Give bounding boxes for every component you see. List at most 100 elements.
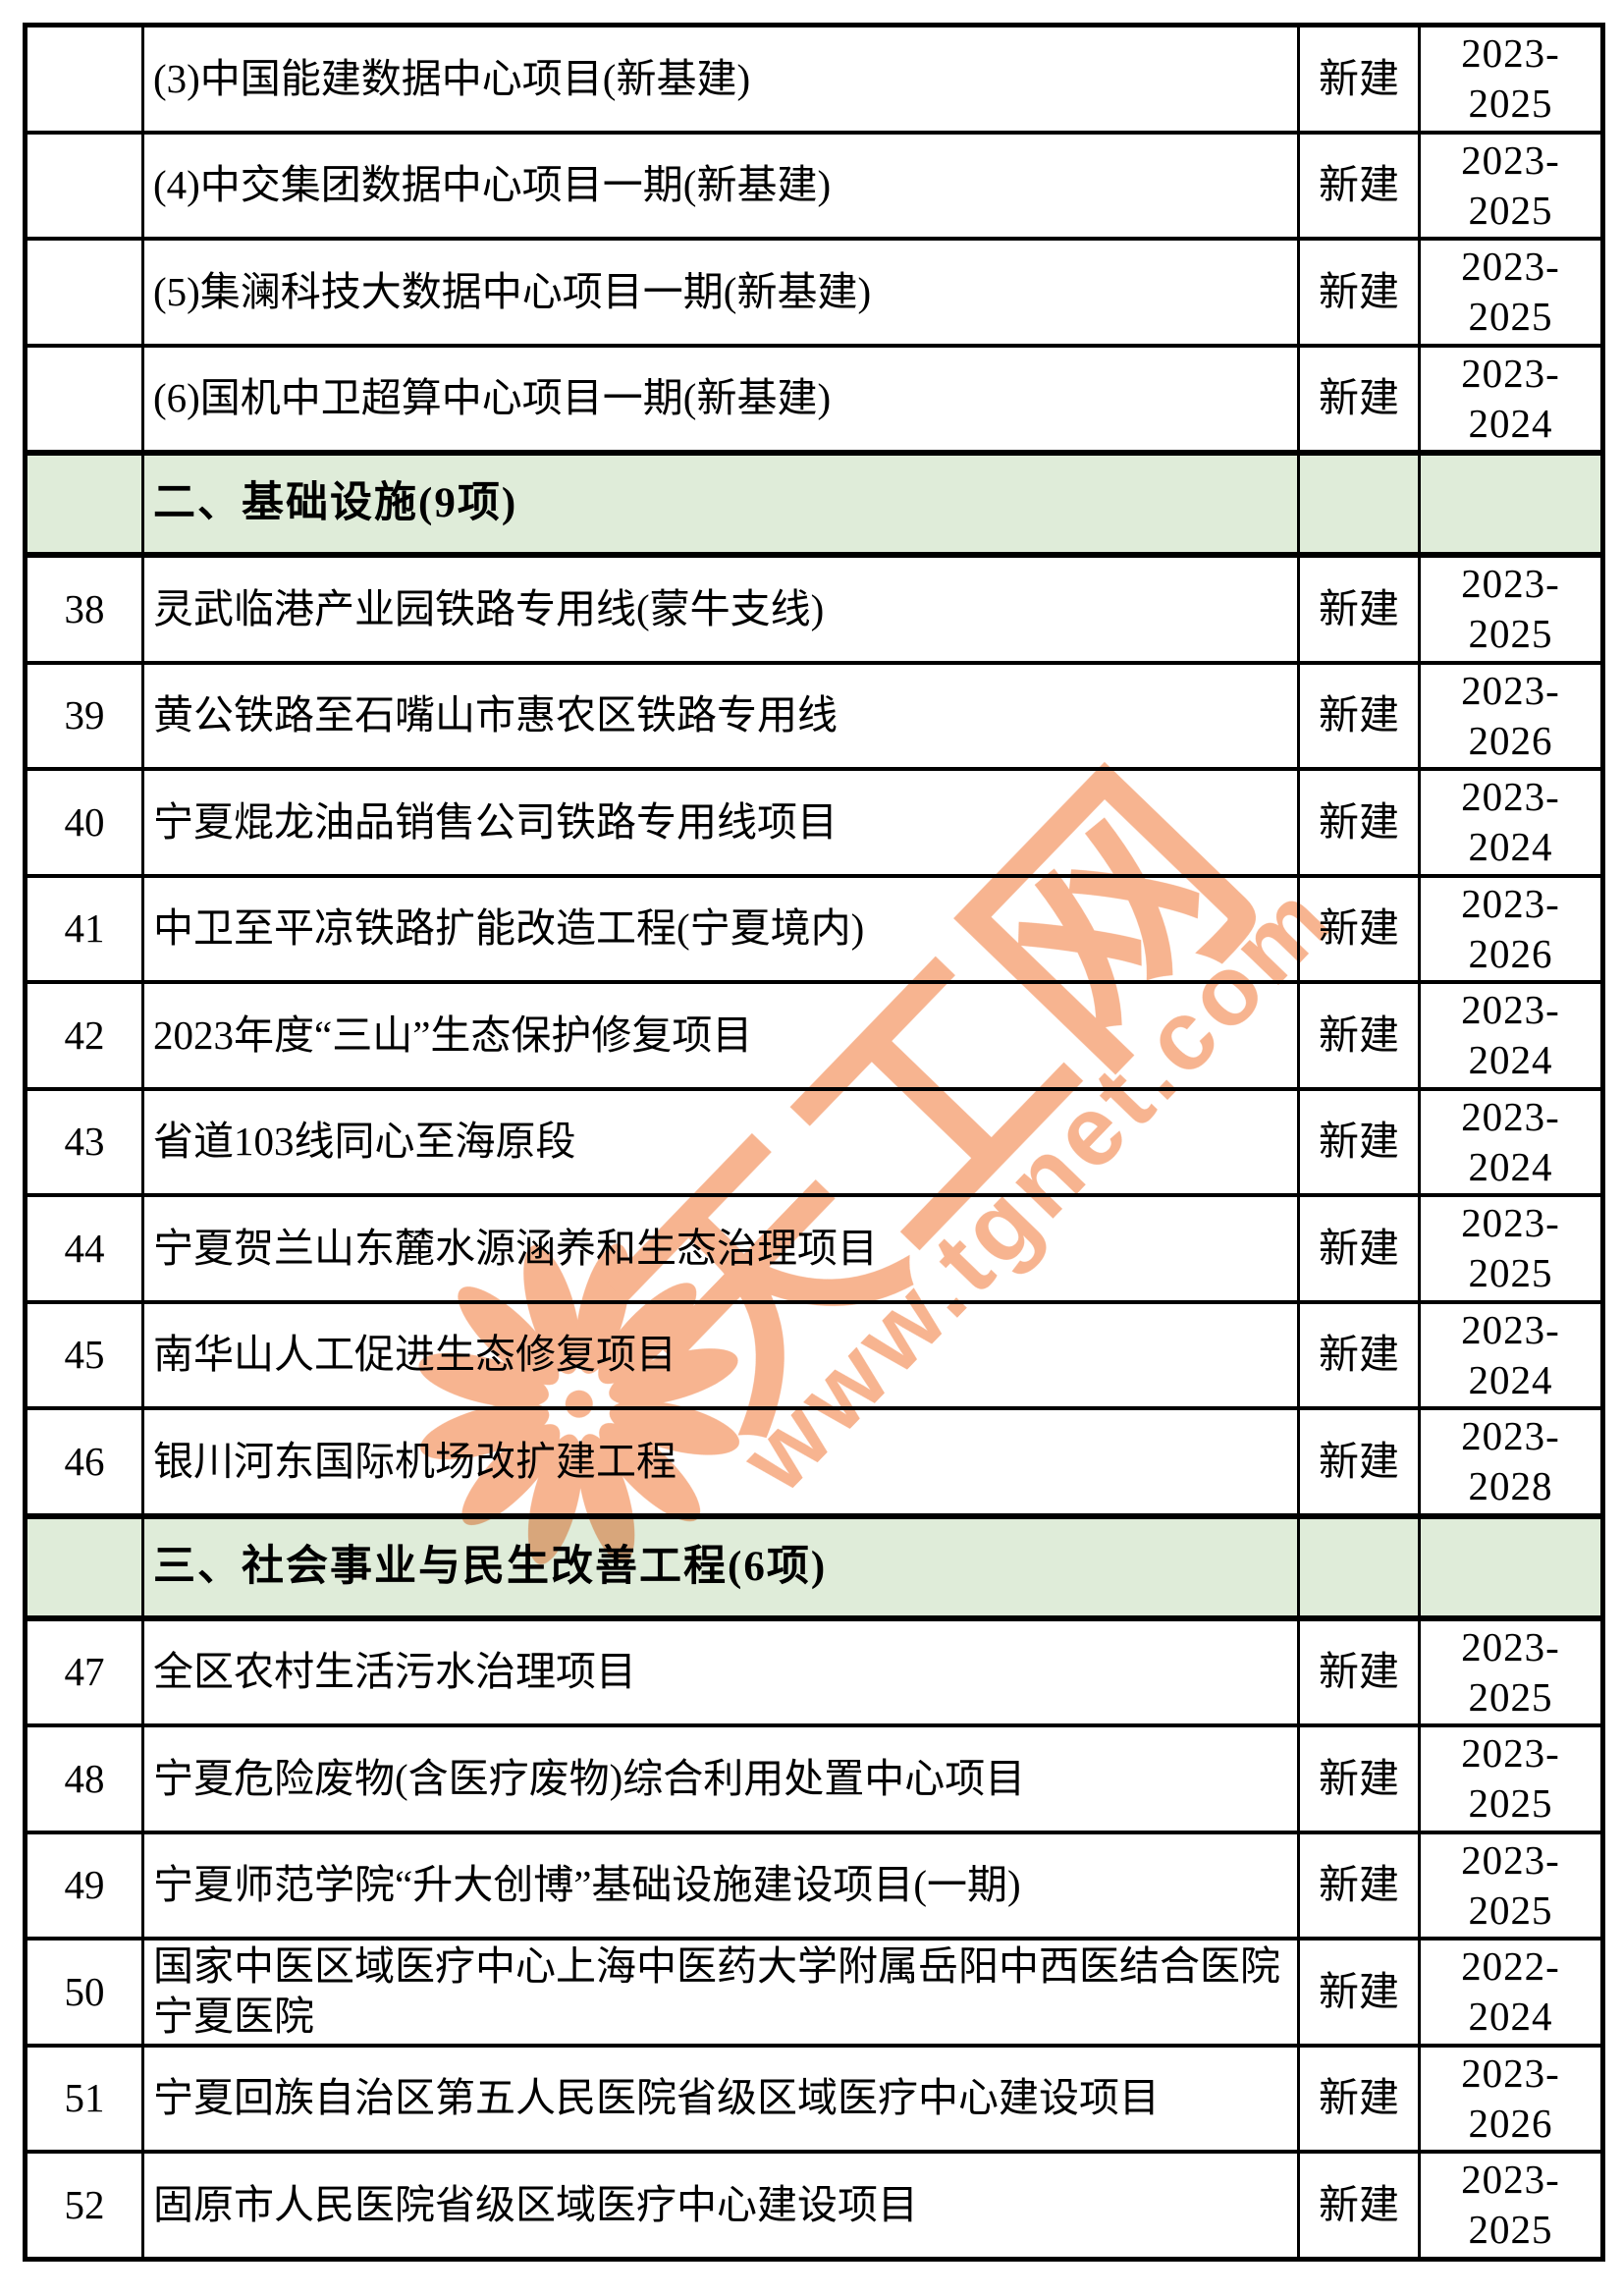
table-row: (5)集澜科技大数据中心项目一期(新基建) 新建 2023-2025 bbox=[24, 237, 1604, 348]
years-cell: 2023-2026 bbox=[1418, 873, 1604, 984]
table-row: 49 宁夏师范学院“升大创博”基础设施建设项目(一期) 新建 2023-2025 bbox=[24, 1830, 1604, 1941]
table-row: (4)中交集团数据中心项目一期(新基建) 新建 2023-2025 bbox=[24, 130, 1604, 241]
build-status-cell: 新建 bbox=[1297, 767, 1421, 878]
row-number-cell bbox=[24, 130, 144, 241]
row-number-cell: 45 bbox=[24, 1299, 144, 1410]
build-status-cell: 新建 bbox=[1297, 237, 1421, 348]
table-row: 41 中卫至平凉铁路扩能改造工程(宁夏境内) 新建 2023-2026 bbox=[24, 873, 1604, 984]
table-row: 40 宁夏焜龙油品销售公司铁路专用线项目 新建 2023-2024 bbox=[24, 767, 1604, 878]
project-name-cell: 全区农村生活污水治理项目 bbox=[141, 1615, 1300, 1727]
table-row: 48 宁夏危险废物(含医疗废物)综合利用处置中心项目 新建 2023-2025 bbox=[24, 1723, 1604, 1834]
project-name-cell: 2023年度“三山”生态保护修复项目 bbox=[141, 980, 1300, 1091]
row-number-cell bbox=[24, 450, 144, 558]
table-row: 38 灵武临港产业园铁路专用线(蒙牛支线) 新建 2023-2025 bbox=[24, 553, 1604, 665]
project-name-cell: (3)中国能建数据中心项目(新基建) bbox=[141, 23, 1300, 135]
project-name-cell: 宁夏焜龙油品销售公司铁路专用线项目 bbox=[141, 767, 1300, 878]
row-number-cell: 39 bbox=[24, 660, 144, 771]
row-number-cell: 42 bbox=[24, 980, 144, 1091]
row-number-cell bbox=[24, 343, 144, 455]
build-status-cell: 新建 bbox=[1297, 2150, 1421, 2261]
build-status-cell: 新建 bbox=[1297, 980, 1421, 1091]
build-status-cell: 新建 bbox=[1297, 660, 1421, 771]
build-status-cell: 新建 bbox=[1297, 1406, 1421, 1518]
build-status-cell: 新建 bbox=[1297, 553, 1421, 665]
section-header-row: 二、基础设施(9项) bbox=[24, 450, 1604, 558]
build-status-cell: 新建 bbox=[1297, 2043, 1421, 2154]
years-cell: 2023-2024 bbox=[1418, 767, 1604, 878]
row-number-cell bbox=[24, 1512, 144, 1621]
row-number-cell: 43 bbox=[24, 1086, 144, 1197]
years-cell: 2023-2028 bbox=[1418, 1406, 1604, 1518]
years-cell: 2023-2026 bbox=[1418, 2043, 1604, 2154]
row-number-cell: 46 bbox=[24, 1406, 144, 1518]
table-row: 42 2023年度“三山”生态保护修复项目 新建 2023-2024 bbox=[24, 980, 1604, 1091]
build-status-cell: 新建 bbox=[1297, 1830, 1421, 1941]
project-name-cell: 固原市人民医院省级区域医疗中心建设项目 bbox=[141, 2150, 1300, 2261]
project-name-cell: 灵武临港产业园铁路专用线(蒙牛支线) bbox=[141, 553, 1300, 665]
section-header-row: 三、社会事业与民生改善工程(6项) bbox=[24, 1512, 1604, 1621]
build-status-cell: 新建 bbox=[1297, 130, 1421, 241]
project-name-cell: 黄公铁路至石嘴山市惠农区铁路专用线 bbox=[141, 660, 1300, 771]
table-row: 50 国家中医区域医疗中心上海中医药大学附属岳阳中西医结合医院宁夏医院 新建 2022… bbox=[24, 1937, 1604, 2048]
project-table: (3)中国能建数据中心项目(新基建) 新建 2023-2025 (4)中交集团数据中心… bbox=[23, 23, 1605, 2262]
years-cell: 2023-2025 bbox=[1418, 2150, 1604, 2261]
build-status-cell: 新建 bbox=[1297, 873, 1421, 984]
row-number-cell: 51 bbox=[24, 2043, 144, 2154]
table-row: (6)国机中卫超算中心项目一期(新基建) 新建 2023-2024 bbox=[24, 343, 1604, 455]
years-cell: 2023-2025 bbox=[1418, 23, 1604, 135]
row-number-cell: 44 bbox=[24, 1193, 144, 1304]
row-number-cell: 52 bbox=[24, 2150, 144, 2261]
years-cell: 2023-2024 bbox=[1418, 343, 1604, 455]
build-status-cell: 新建 bbox=[1297, 1193, 1421, 1304]
project-name-cell: 宁夏危险废物(含医疗废物)综合利用处置中心项目 bbox=[141, 1723, 1300, 1834]
build-status-cell bbox=[1297, 1512, 1421, 1621]
build-status-cell: 新建 bbox=[1297, 1723, 1421, 1834]
project-name-cell: 三、社会事业与民生改善工程(6项) bbox=[141, 1512, 1300, 1621]
years-cell: 2023-2025 bbox=[1418, 1830, 1604, 1941]
build-status-cell: 新建 bbox=[1297, 1937, 1421, 2048]
row-number-cell bbox=[24, 237, 144, 348]
project-name-cell: 国家中医区域医疗中心上海中医药大学附属岳阳中西医结合医院宁夏医院 bbox=[141, 1937, 1300, 2048]
years-cell: 2023-2024 bbox=[1418, 980, 1604, 1091]
row-number-cell: 47 bbox=[24, 1615, 144, 1727]
build-status-cell: 新建 bbox=[1297, 23, 1421, 135]
build-status-cell: 新建 bbox=[1297, 1615, 1421, 1727]
project-name-cell: 中卫至平凉铁路扩能改造工程(宁夏境内) bbox=[141, 873, 1300, 984]
row-number-cell: 41 bbox=[24, 873, 144, 984]
table-row: (3)中国能建数据中心项目(新基建) 新建 2023-2025 bbox=[24, 23, 1604, 135]
table-row: 43 省道103线同心至海原段 新建 2023-2024 bbox=[24, 1086, 1604, 1197]
years-cell: 2023-2025 bbox=[1418, 1615, 1604, 1727]
project-name-cell: 二、基础设施(9项) bbox=[141, 450, 1300, 558]
build-status-cell: 新建 bbox=[1297, 1299, 1421, 1410]
table-row: 46 银川河东国际机场改扩建工程 新建 2023-2028 bbox=[24, 1406, 1604, 1518]
table-row: 47 全区农村生活污水治理项目 新建 2023-2025 bbox=[24, 1615, 1604, 1727]
build-status-cell: 新建 bbox=[1297, 1086, 1421, 1197]
years-cell: 2023-2025 bbox=[1418, 1193, 1604, 1304]
years-cell: 2023-2026 bbox=[1418, 660, 1604, 771]
row-number-cell: 48 bbox=[24, 1723, 144, 1834]
table-row: 51 宁夏回族自治区第五人民医院省级区域医疗中心建设项目 新建 2023-2026 bbox=[24, 2043, 1604, 2154]
table-row: 39 黄公铁路至石嘴山市惠农区铁路专用线 新建 2023-2026 bbox=[24, 660, 1604, 771]
years-cell bbox=[1418, 450, 1604, 558]
project-name-cell: 宁夏贺兰山东麓水源涵养和生态治理项目 bbox=[141, 1193, 1300, 1304]
years-cell: 2022-2024 bbox=[1418, 1937, 1604, 2048]
build-status-cell: 新建 bbox=[1297, 343, 1421, 455]
project-table-body: (3)中国能建数据中心项目(新基建) 新建 2023-2025 (4)中交集团数据中心… bbox=[24, 23, 1604, 2261]
row-number-cell: 50 bbox=[24, 1937, 144, 2048]
years-cell: 2023-2024 bbox=[1418, 1086, 1604, 1197]
project-name-cell: 宁夏回族自治区第五人民医院省级区域医疗中心建设项目 bbox=[141, 2043, 1300, 2154]
row-number-cell: 38 bbox=[24, 553, 144, 665]
project-name-cell: 省道103线同心至海原段 bbox=[141, 1086, 1300, 1197]
years-cell: 2023-2025 bbox=[1418, 130, 1604, 241]
years-cell: 2023-2025 bbox=[1418, 237, 1604, 348]
project-name-cell: 南华山人工促进生态修复项目 bbox=[141, 1299, 1300, 1410]
row-number-cell bbox=[24, 23, 144, 135]
row-number-cell: 49 bbox=[24, 1830, 144, 1941]
years-cell bbox=[1418, 1512, 1604, 1621]
build-status-cell bbox=[1297, 450, 1421, 558]
years-cell: 2023-2025 bbox=[1418, 553, 1604, 665]
table-row: 45 南华山人工促进生态修复项目 新建 2023-2024 bbox=[24, 1299, 1604, 1410]
project-name-cell: (6)国机中卫超算中心项目一期(新基建) bbox=[141, 343, 1300, 455]
project-name-cell: 银川河东国际机场改扩建工程 bbox=[141, 1406, 1300, 1518]
